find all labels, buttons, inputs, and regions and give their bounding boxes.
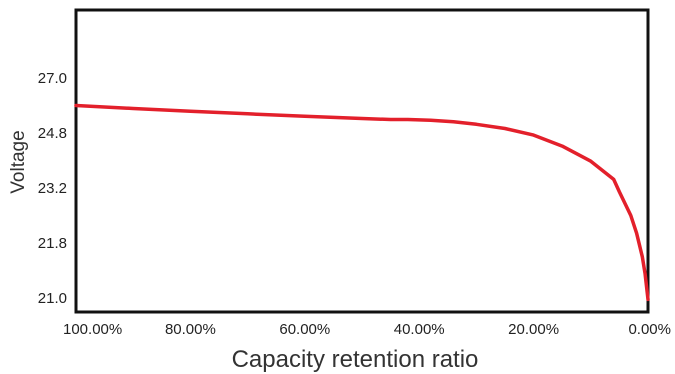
x-tick-label: 100.00% bbox=[63, 321, 122, 338]
x-tick-label: 60.00% bbox=[279, 321, 330, 338]
y-tick-label: 21.8 bbox=[38, 235, 67, 252]
x-axis-title: Capacity retention ratio bbox=[232, 346, 479, 373]
y-tick-labels: 27.0 24.8 23.2 21.8 21.0 bbox=[38, 70, 67, 307]
y-tick-label: 21.0 bbox=[38, 290, 67, 307]
series-line bbox=[74, 103, 650, 302]
x-tick-label: 80.00% bbox=[165, 321, 216, 338]
y-tick-label: 24.8 bbox=[38, 125, 67, 142]
y-axis-title: Voltage bbox=[8, 130, 29, 193]
y-tick-label: 27.0 bbox=[38, 70, 67, 87]
x-tick-label: 20.00% bbox=[508, 321, 559, 338]
y-tick-label: 23.2 bbox=[38, 180, 67, 197]
x-tick-label: 0.00% bbox=[628, 321, 671, 338]
x-tick-label: 40.00% bbox=[394, 321, 445, 338]
plot-frame bbox=[74, 8, 650, 314]
x-tick-labels: 100.00% 80.00% 60.00% 40.00% 20.00% 0.00% bbox=[63, 321, 671, 338]
